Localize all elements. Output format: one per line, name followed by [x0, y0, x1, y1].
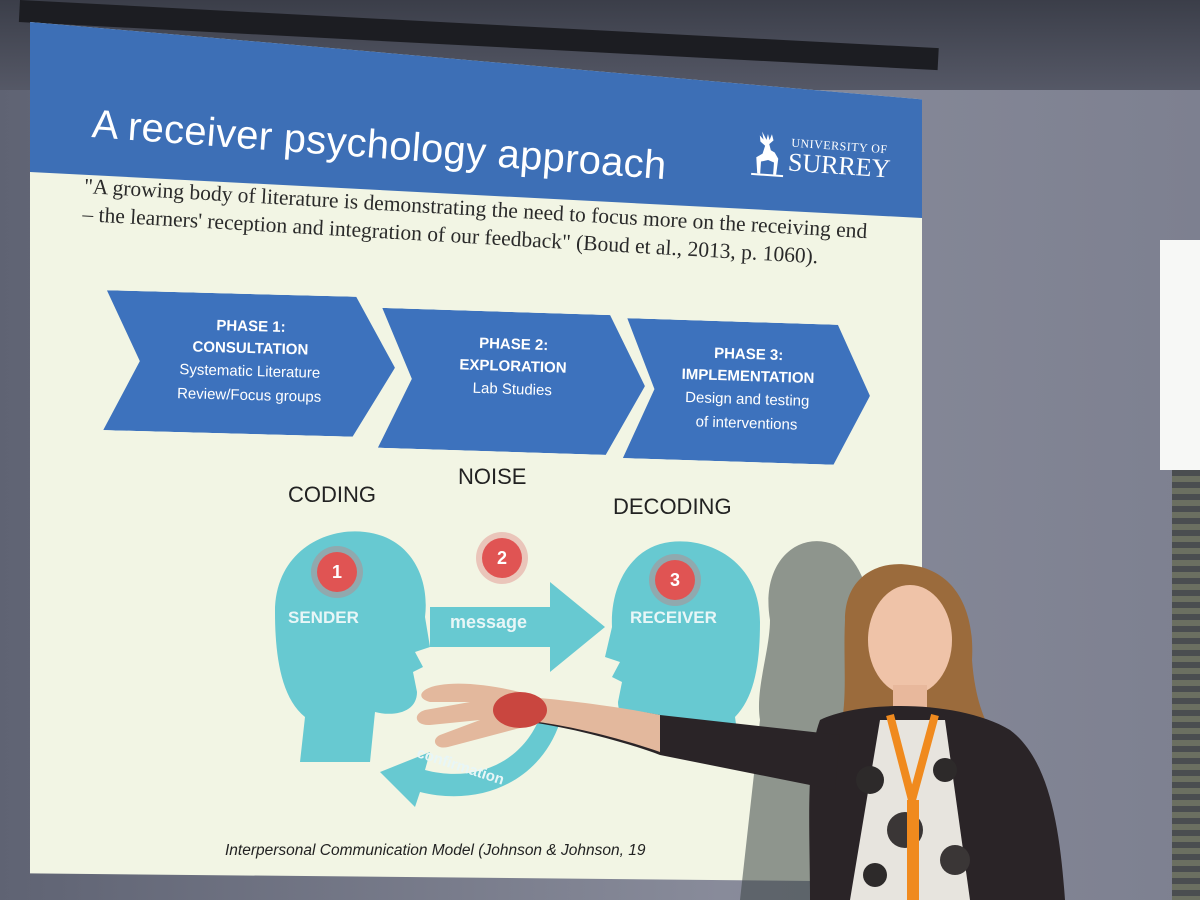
step-1-badge: 1	[317, 552, 357, 592]
sender-head-icon	[275, 531, 430, 762]
step-3-badge: 3	[655, 560, 695, 600]
presenter-face	[868, 585, 952, 695]
coding-label: CODING	[288, 482, 376, 507]
sender-label: SENDER	[288, 608, 359, 627]
window	[1160, 240, 1200, 470]
step-2-badge: 2	[482, 538, 522, 578]
stag-icon	[751, 131, 784, 178]
receiver-head-icon	[605, 541, 760, 752]
university-logo: UNIVERSITY OF SURREY	[748, 129, 902, 199]
decoding-label: DECODING	[613, 494, 732, 519]
confirmation-arrow-icon	[380, 717, 560, 807]
receiver-label: RECEIVER	[630, 608, 717, 627]
figure-caption: Interpersonal Communication Model (Johns…	[225, 842, 646, 859]
window-blinds	[1172, 470, 1200, 900]
message-label: message	[450, 612, 528, 632]
message-arrow-icon	[430, 582, 605, 672]
noise-label: NOISE	[458, 464, 527, 489]
